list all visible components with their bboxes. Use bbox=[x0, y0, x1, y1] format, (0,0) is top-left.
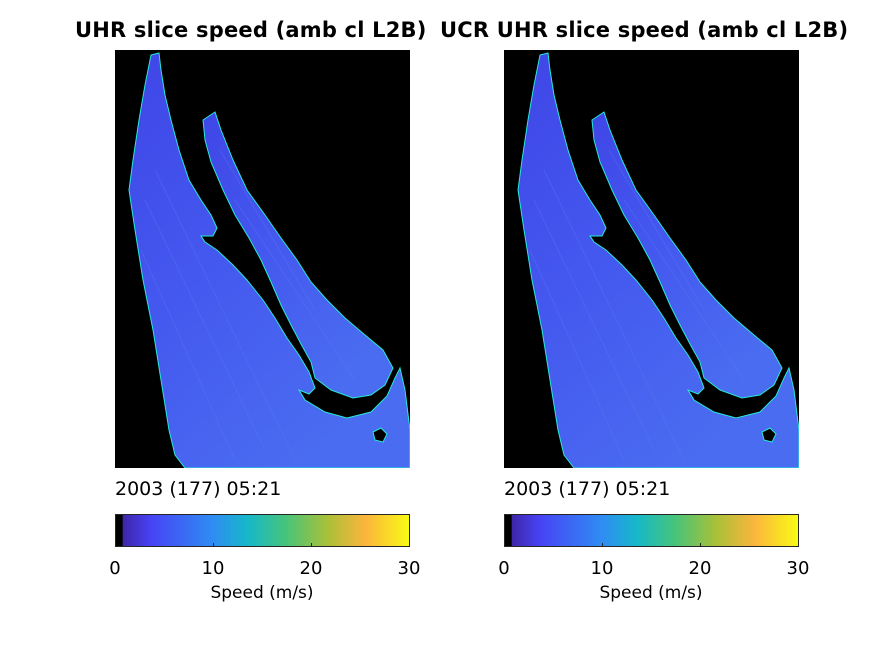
timestamp: 2003 (177) 05:21 bbox=[504, 478, 671, 500]
colorbar bbox=[504, 514, 799, 547]
wind-speed-map bbox=[504, 50, 799, 468]
ocean-speed-field-gulf bbox=[591, 111, 783, 399]
panel-title: UCR UHR slice speed (amb cl L2B) bbox=[440, 18, 849, 42]
timestamp: 2003 (177) 05:21 bbox=[115, 478, 282, 500]
colorbar-label: Speed (m/s) bbox=[599, 583, 703, 603]
colorbar-tick-label: 0 bbox=[498, 558, 510, 579]
colorbar-tick-label: 30 bbox=[786, 558, 810, 579]
ocean-speed-field-west bbox=[128, 52, 410, 468]
colorbar-tick-label: 10 bbox=[590, 558, 614, 579]
colorbar-tick-label: 20 bbox=[688, 558, 712, 579]
island-shape bbox=[372, 427, 388, 443]
wind-speed-map bbox=[115, 50, 410, 468]
colorbar-tick-label: 30 bbox=[397, 558, 421, 579]
ocean-speed-field-gulf bbox=[202, 111, 394, 399]
colorbar-label: Speed (m/s) bbox=[210, 583, 314, 603]
panel-title: UHR slice speed (amb cl L2B) bbox=[75, 18, 427, 42]
island-shape bbox=[761, 427, 777, 443]
ocean-speed-field-west bbox=[517, 52, 799, 468]
colorbar-tick-label: 20 bbox=[299, 558, 323, 579]
colorbar-tick-label: 10 bbox=[201, 558, 225, 579]
colorbar bbox=[115, 514, 410, 547]
colorbar-tick-label: 0 bbox=[109, 558, 121, 579]
